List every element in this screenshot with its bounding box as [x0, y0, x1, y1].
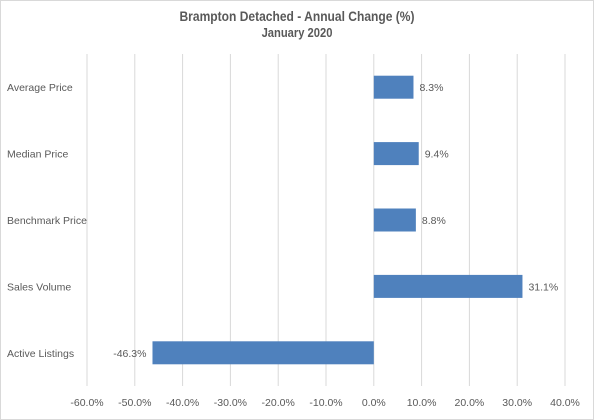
x-tick-label: -60.0%	[70, 397, 103, 409]
data-label: 31.1%	[528, 281, 558, 293]
x-axis-tick-labels: -60.0% -50.0% -40.0% -30.0% -20.0% -10.0% 0.0%…	[70, 397, 580, 409]
x-tick-label: -40.0%	[166, 397, 199, 409]
x-tick-label: -30.0%	[214, 397, 247, 409]
data-label: -46.3%	[113, 348, 146, 360]
chart-title-block: Brampton Detached - Annual Change (%) Ja…	[0, 8, 594, 41]
bar-1	[373, 142, 419, 166]
data-label: 8.3%	[419, 82, 443, 94]
category-label: Median Price	[7, 149, 68, 161]
x-tick-label: -20.0%	[262, 397, 295, 409]
gridlines	[86, 54, 566, 386]
x-tick-label: -10.0%	[309, 397, 342, 409]
x-tick-label: -50.0%	[118, 397, 151, 409]
bar-3	[373, 274, 523, 298]
category-label: Sales Volume	[7, 281, 71, 293]
bar-4	[152, 341, 374, 365]
data-label: 9.4%	[425, 149, 449, 161]
data-labels: 8.3% 9.4% 8.8% 31.1% -46.3%	[113, 82, 558, 360]
x-tick-label: 10.0%	[407, 397, 437, 409]
x-tick-label: 40.0%	[550, 397, 580, 409]
category-label: Average Price	[7, 82, 73, 94]
bar-2	[373, 208, 416, 232]
x-tick-label: 20.0%	[455, 397, 485, 409]
bars	[152, 75, 523, 365]
data-label: 8.8%	[422, 215, 446, 227]
category-labels: Average Price Median Price Benchmark Price…	[7, 82, 87, 360]
chart-subtitle: January 2020	[261, 25, 333, 40]
x-tick-label: 30.0%	[502, 397, 532, 409]
x-tick-label: 0.0%	[362, 397, 386, 409]
chart-title: Brampton Detached - Annual Change (%)	[179, 8, 415, 24]
category-label: Active Listings	[7, 348, 74, 360]
category-label: Benchmark Price	[7, 215, 87, 227]
bar-0	[373, 75, 414, 99]
